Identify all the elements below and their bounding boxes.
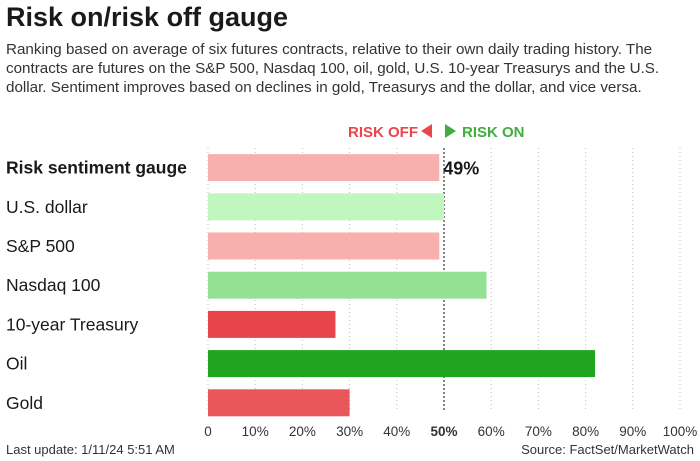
x-tick-label-5: 50% bbox=[430, 424, 457, 439]
risk-legend: RISK OFF RISK ON bbox=[0, 124, 700, 144]
x-tick-label-4: 40% bbox=[383, 424, 410, 439]
bar-1 bbox=[208, 193, 444, 221]
category-label-4: 10-year Treasury bbox=[6, 314, 139, 334]
risk-on-label: RISK ON bbox=[445, 124, 525, 141]
chart-title: Risk on/risk off gauge bbox=[6, 2, 289, 32]
risk-off-label: RISK OFF bbox=[348, 124, 432, 141]
bar-0 bbox=[208, 154, 440, 182]
category-label-0: Risk sentiment gauge bbox=[6, 158, 187, 178]
arrow-right-icon bbox=[445, 124, 456, 138]
category-label-2: S&P 500 bbox=[6, 236, 75, 256]
source-note: Source: FactSet/MarketWatch bbox=[521, 442, 694, 457]
category-label-1: U.S. dollar bbox=[6, 197, 88, 217]
x-tick-label-10: 100% bbox=[663, 424, 698, 439]
bar-4 bbox=[208, 310, 336, 338]
x-tick-label-3: 30% bbox=[336, 424, 363, 439]
category-label-5: Oil bbox=[6, 354, 27, 374]
x-tick-label-0: 0 bbox=[204, 424, 212, 439]
bar-2 bbox=[208, 232, 440, 260]
chart-subtitle: Ranking based on average of six futures … bbox=[6, 41, 660, 96]
x-tick-label-6: 60% bbox=[478, 424, 505, 439]
category-label-6: Gold bbox=[6, 393, 43, 413]
arrow-left-icon bbox=[421, 124, 432, 138]
bar-5 bbox=[208, 350, 596, 378]
bar-6 bbox=[208, 389, 350, 417]
category-label-3: Nasdaq 100 bbox=[6, 275, 101, 295]
x-tick-label-9: 90% bbox=[619, 424, 646, 439]
x-tick-label-1: 10% bbox=[242, 424, 269, 439]
bar-3 bbox=[208, 271, 487, 299]
last-update: Last update: 1/11/24 5:51 AM bbox=[6, 442, 175, 457]
x-tick-label-8: 80% bbox=[572, 424, 599, 439]
data-label-0: 49% bbox=[443, 159, 479, 179]
x-tick-label-7: 70% bbox=[525, 424, 552, 439]
x-tick-label-2: 20% bbox=[289, 424, 316, 439]
